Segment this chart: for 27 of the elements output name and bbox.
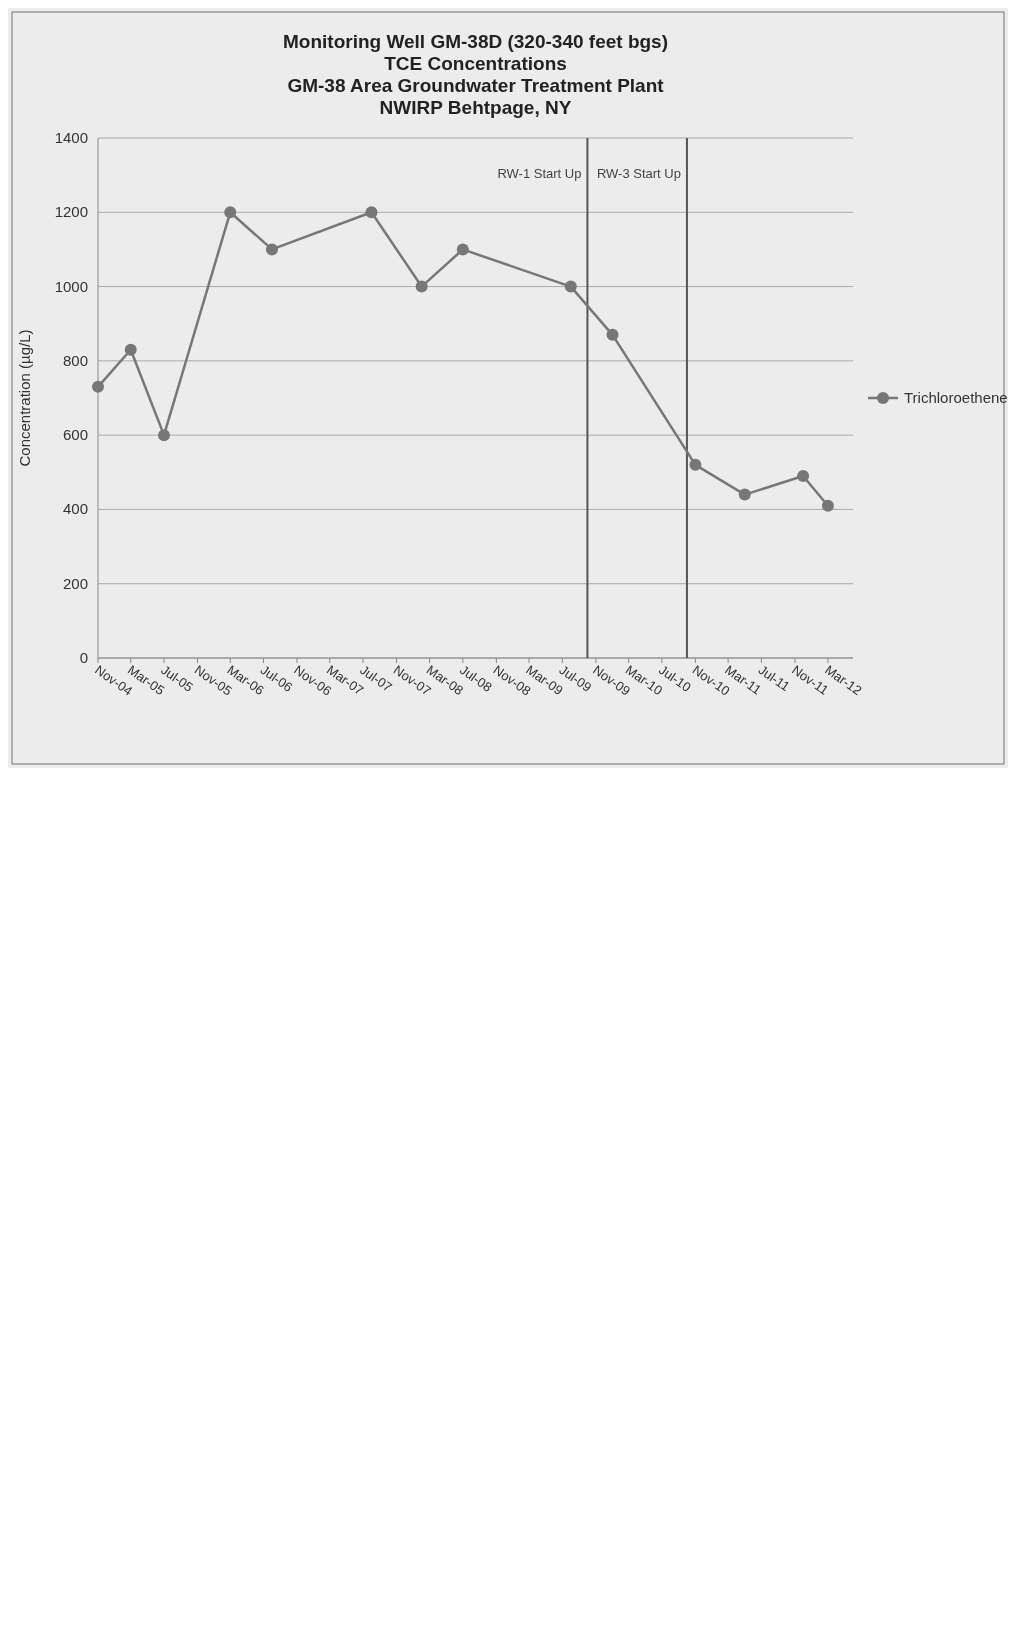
y-tick-label: 1200 [54, 203, 88, 221]
y-axis-title: Concentration (µg/L) [16, 329, 33, 467]
y-tick-label: 600 [62, 426, 88, 444]
point [821, 499, 834, 512]
point [124, 343, 137, 356]
point [157, 429, 170, 442]
ref-line-label: RW-1 Start Up [497, 166, 582, 181]
point [92, 380, 104, 393]
chart-title: Monitoring Well GM-38D (320-340 feet bgs) TCE Concentrations GM-38 Area Groundwater Treatment Plant NWIRP Behtpage, NY [283, 31, 668, 118]
point [797, 470, 810, 482]
point [365, 206, 378, 219]
point [224, 206, 237, 219]
point [415, 280, 428, 293]
y-tick-label: 0 [79, 649, 88, 666]
legend-label: Trichloroethene [904, 389, 1008, 406]
y-tick-label: 1400 [54, 129, 88, 146]
y-tick-label: 800 [62, 351, 88, 369]
point [738, 488, 751, 501]
y-tick-label: 400 [62, 500, 88, 518]
y-tick-label: 1000 [54, 277, 88, 295]
point [689, 458, 702, 471]
y-tick-label: 200 [62, 574, 88, 592]
point [456, 243, 469, 256]
point [606, 328, 619, 341]
point [564, 280, 577, 293]
point [265, 243, 278, 256]
ref-line-label: RW-3 Start Up [596, 166, 681, 181]
